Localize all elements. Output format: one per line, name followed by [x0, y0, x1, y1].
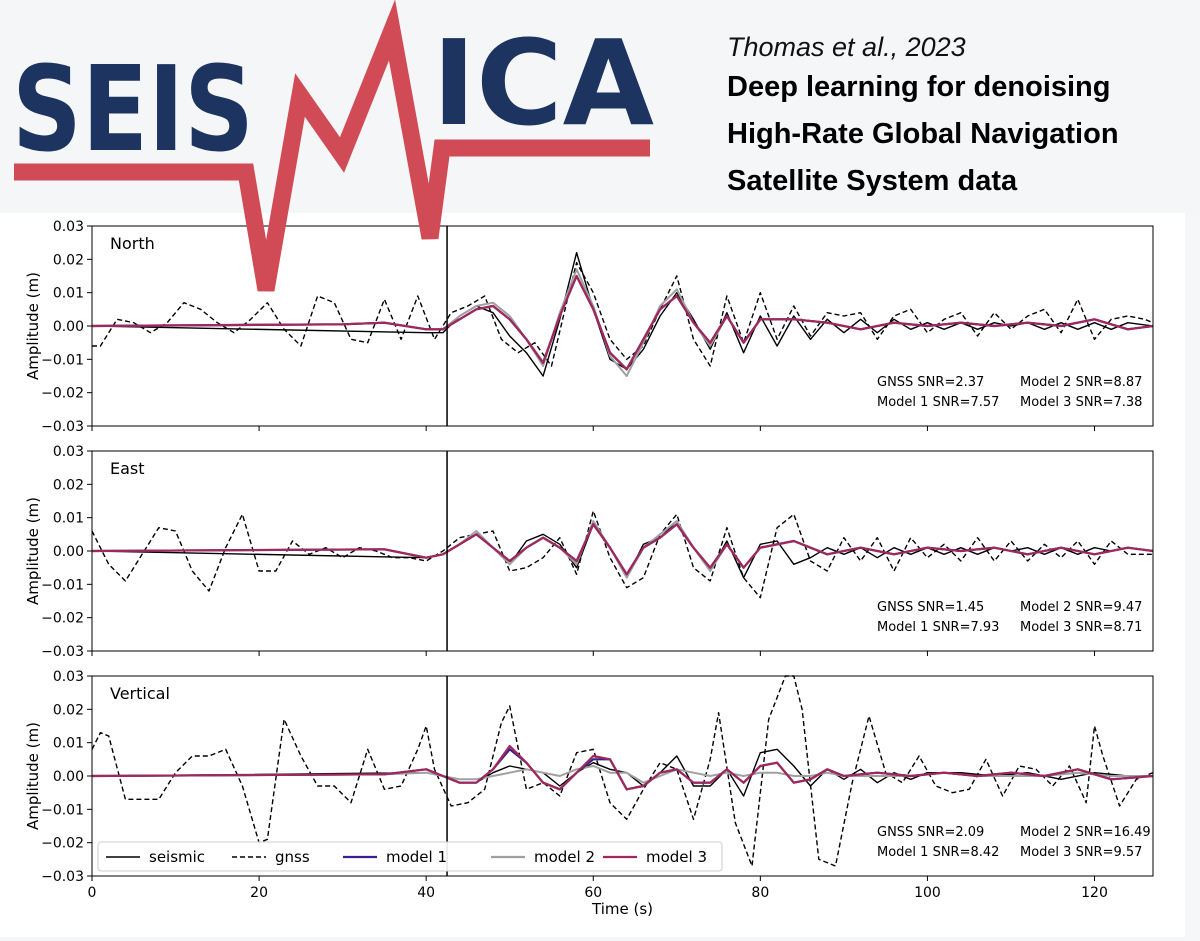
vertical-snr-model1: Model 1 SNR=8.42 [877, 845, 999, 860]
east-y-tick-label: 0.00 [53, 544, 84, 560]
citation-block: Thomas et al., 2023 Deep learning for de… [727, 30, 1119, 205]
north-y-tick-label: −0.01 [41, 352, 84, 368]
vertical-snr-gnss: GNSS SNR=2.09 [877, 825, 984, 840]
east-snr-model3: Model 3 SNR=8.71 [1020, 620, 1142, 635]
legend-label-gnss: gnss [275, 848, 310, 866]
citation-title-line-2: High-Rate Global Navigation [727, 118, 1119, 150]
vertical-snr-model3: Model 3 SNR=9.57 [1020, 845, 1142, 860]
x-tick-label: 60 [584, 885, 602, 901]
north-y-tick-label: 0.01 [53, 286, 84, 302]
north-snr-model3: Model 3 SNR=7.38 [1020, 395, 1142, 410]
north-snr-model2: Model 2 SNR=8.87 [1020, 375, 1142, 390]
east-snr-model2: Model 2 SNR=9.47 [1020, 600, 1142, 615]
logo-text-right: ICA [432, 14, 654, 152]
north-y-tick-label: −0.02 [41, 386, 84, 402]
x-tick-label: 120 [1081, 885, 1108, 901]
xlabel: Time (s) [591, 900, 653, 918]
east-y-tick-label: −0.03 [41, 644, 84, 660]
north-snr-gnss: GNSS SNR=2.37 [877, 375, 984, 390]
legend-box [97, 841, 723, 872]
east-snr-gnss: GNSS SNR=1.45 [877, 600, 984, 615]
east-panel-label: East [110, 459, 145, 478]
x-tick-label: 100 [914, 885, 941, 901]
figure-panel: 0.03 0.02 0.01 0.00 −0.01 −0.02 −0.03 Amplitude… [0, 213, 1185, 937]
citation-title-line-3: Satellite System data [727, 165, 1018, 197]
north-snr-model1: Model 1 SNR=7.57 [877, 395, 999, 410]
logo-text-left: SEIS [12, 40, 254, 178]
vertical-panel-label: Vertical [110, 684, 170, 703]
vertical-series-model-3 [91, 744, 1154, 791]
x-tick-label: 0 [88, 885, 97, 901]
north-y-tick-label: −0.03 [41, 419, 84, 435]
vertical-y-tick-label: −0.03 [41, 869, 84, 885]
vertical-y-tick-label: 0.03 [53, 669, 84, 685]
vertical-y-tick-label: 0.02 [53, 702, 84, 718]
east-y-tick-label: −0.01 [41, 577, 84, 593]
legend-label-seismic: seismic [149, 848, 205, 866]
x-tick-label: 80 [751, 885, 769, 901]
legend-label-model-1: model 1 [386, 848, 447, 866]
east-ylabel: Amplitude (m) [24, 497, 42, 605]
north-panel-label: North [110, 234, 155, 253]
east-snr-model1: Model 1 SNR=7.93 [877, 620, 999, 635]
citation-author: Thomas et al., 2023 [727, 32, 966, 62]
north-series-model-3 [91, 274, 1154, 371]
east-y-tick-label: −0.02 [41, 611, 84, 627]
vertical-ylabel: Amplitude (m) [24, 722, 42, 830]
x-tick-label: 20 [250, 885, 268, 901]
vertical-snr-model2: Model 2 SNR=16.49 [1020, 825, 1151, 840]
north-y-tick-label: 0.00 [53, 319, 84, 335]
citation-title-line-1: Deep learning for denoising [727, 71, 1111, 103]
logo-seismograph-trace [14, 0, 650, 292]
north-ylabel: Amplitude (m) [24, 272, 42, 380]
seismic-chart: 0.03 0.02 0.01 0.00 −0.01 −0.02 −0.03 Amplitude… [24, 219, 1154, 918]
x-tick-label: 40 [417, 885, 435, 901]
seismica-logo: SEIS ICA [12, 0, 654, 292]
legend-label-model-2: model 2 [534, 848, 595, 866]
east-y-tick-label: 0.03 [53, 444, 84, 460]
east-y-tick-label: 0.02 [53, 477, 84, 493]
vertical-y-tick-label: −0.01 [41, 802, 84, 818]
north-series-gnss [92, 262, 1154, 367]
east-series-seismic [91, 520, 1154, 579]
north-y-tick-label: 0.03 [53, 219, 84, 235]
east-y-tick-label: 0.01 [53, 511, 84, 527]
vertical-y-tick-label: 0.01 [53, 736, 84, 752]
east-series-model-3 [91, 523, 1154, 576]
vertical-series-gnss [91, 675, 1154, 867]
vertical-y-tick-label: 0.00 [53, 769, 84, 785]
vertical-y-tick-label: −0.02 [41, 836, 84, 852]
legend-label-model-3: model 3 [646, 848, 707, 866]
north-y-tick-label: 0.02 [53, 252, 84, 268]
